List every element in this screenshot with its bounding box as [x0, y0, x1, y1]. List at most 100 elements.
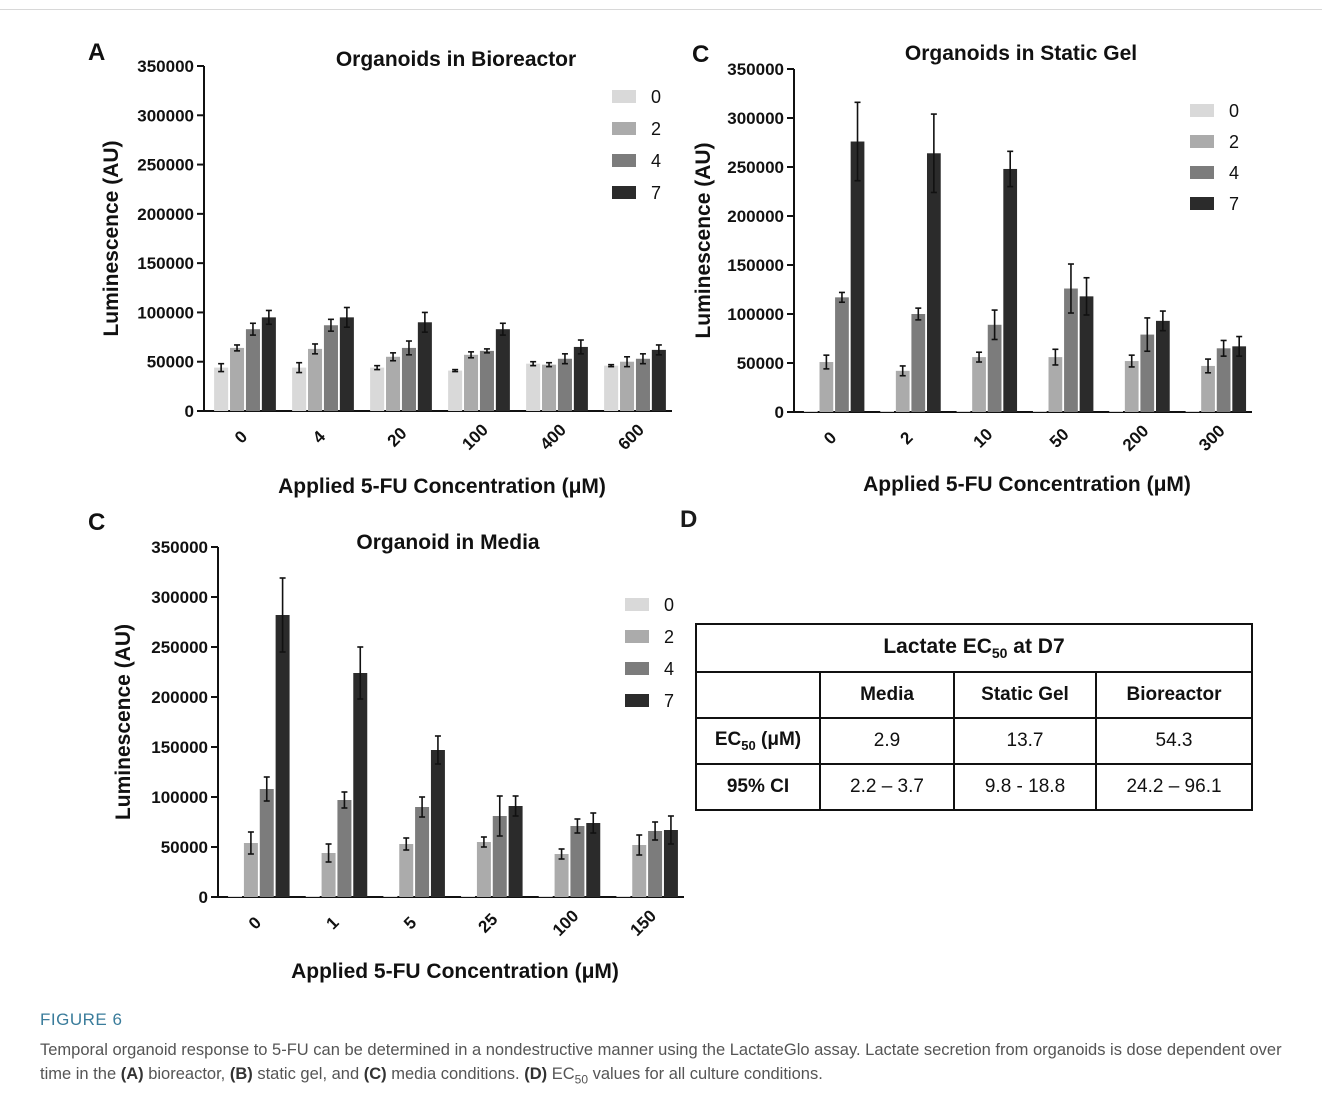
- legend-label: 0: [664, 595, 674, 615]
- x-tick-label: 100: [458, 420, 491, 453]
- bar: [245, 329, 260, 411]
- x-tick-label: 400: [536, 420, 569, 453]
- legend-label: 4: [664, 659, 674, 679]
- bar: [1079, 296, 1094, 412]
- panel-label: C: [88, 509, 105, 536]
- chart-panel-bioreactor: A Organoids in Bioreactor 0 50000 100000 1500…: [0, 0, 680, 510]
- caption-ref-a: (A): [120, 1065, 144, 1083]
- ec50-table: Lactate EC50 at D7 Media Static Gel Bior…: [695, 623, 1253, 811]
- bar: [230, 347, 245, 411]
- y-tick-label: 250000: [151, 638, 208, 657]
- y-tick-label: 100000: [151, 788, 208, 807]
- bar: [259, 789, 274, 897]
- y-tick-label: 0: [185, 402, 194, 421]
- bar: [1140, 334, 1155, 412]
- ec50-table-wrap: Lactate EC50 at D7 Media Static Gel Bior…: [695, 623, 1253, 811]
- bar: [632, 845, 647, 897]
- caption-part: static gel, and: [252, 1065, 364, 1083]
- x-tick-label: 50: [1046, 425, 1073, 452]
- bar: [1003, 168, 1018, 412]
- legend-label: 2: [664, 627, 674, 647]
- bar: [292, 367, 307, 411]
- bar: [399, 844, 414, 897]
- x-tick-label: 1: [323, 913, 343, 933]
- bar: [492, 816, 507, 897]
- y-axis-label: Luminescence (AU): [100, 140, 123, 336]
- table-corner-cell: [695, 671, 821, 719]
- bar: [1216, 348, 1231, 412]
- bar: [1064, 288, 1078, 412]
- y-tick-label: 50000: [147, 353, 194, 372]
- caption-text: Temporal organoid response to 5-FU can b…: [40, 1038, 1290, 1091]
- legend-label: 2: [1229, 132, 1239, 152]
- legend-swatch: [625, 598, 649, 611]
- top-divider: [0, 9, 1322, 10]
- table-title: Lactate EC50 at D7: [695, 623, 1253, 673]
- cell-ci-media: 2.2 – 3.7: [819, 763, 955, 811]
- panel-label: C: [692, 41, 709, 68]
- legend-swatch: [1190, 166, 1214, 179]
- panel-label: A: [88, 39, 105, 66]
- y-tick-label: 350000: [727, 60, 784, 79]
- x-tick-label: 150: [627, 906, 660, 939]
- legend-label: 0: [1229, 101, 1239, 121]
- x-tick-label: 200: [1119, 421, 1152, 454]
- x-tick-label: 5: [400, 913, 420, 933]
- bar: [835, 297, 849, 412]
- legend-label: 4: [1229, 163, 1239, 183]
- table-title-sub: 50: [991, 645, 1008, 662]
- y-axis-label: Luminescence (AU): [112, 624, 135, 820]
- bar: [880, 411, 895, 412]
- bar: [926, 153, 941, 412]
- y-tick-label: 150000: [727, 256, 784, 275]
- x-axis-label: Applied 5-FU Concentration (μM): [291, 960, 619, 983]
- bar: [620, 361, 635, 411]
- legend-swatch: [612, 90, 636, 103]
- chart-panel-static-gel: C Organoids in Static Gel 0 50000 100000 1500…: [680, 0, 1322, 510]
- bar: [461, 896, 476, 897]
- y-tick-label: 0: [199, 888, 208, 907]
- cell-ec50-media: 2.9: [819, 717, 955, 765]
- chart-title: Organoid in Media: [356, 531, 539, 554]
- bar: [987, 324, 1002, 412]
- caption-part: EC: [547, 1065, 575, 1083]
- legend-label: 2: [651, 119, 661, 139]
- y-tick-label: 150000: [151, 738, 208, 757]
- bar: [895, 370, 910, 412]
- bar: [337, 800, 352, 897]
- bar: [651, 349, 666, 411]
- bar: [339, 317, 354, 411]
- y-tick-label: 300000: [137, 106, 194, 125]
- table-title-text: Lactate EC: [883, 634, 992, 658]
- x-tick-label: 20: [384, 424, 411, 451]
- bar: [321, 853, 336, 897]
- bar: [526, 363, 541, 411]
- y-tick-label: 100000: [727, 305, 784, 324]
- bar: [495, 329, 510, 411]
- bar: [972, 357, 986, 412]
- bar: [464, 354, 479, 411]
- chart-panel-media: C Organoid in Media 0 50000 100000 150000 2000…: [0, 500, 700, 1000]
- y-tick-label: 50000: [737, 354, 784, 373]
- col-header-media: Media: [819, 671, 955, 719]
- bar: [956, 411, 971, 412]
- bar: [417, 322, 432, 411]
- y-tick-label: 250000: [727, 158, 784, 177]
- caption-part: Temporal organoid response to 5-FU can b…: [40, 1041, 1282, 1083]
- media-chart: C Organoid in Media 0 50000 100000 150000 2000…: [88, 509, 684, 983]
- bar: [542, 364, 557, 411]
- legend-label: 7: [664, 691, 674, 711]
- x-axis-label: Applied 5-FU Concentration (μM): [863, 473, 1191, 496]
- legend-label: 7: [651, 183, 661, 203]
- caption-ref-d: (D): [524, 1065, 548, 1083]
- bar: [1155, 320, 1170, 412]
- y-tick-label: 0: [775, 403, 784, 422]
- bar: [616, 896, 631, 897]
- chart-title: Organoids in Bioreactor: [336, 48, 576, 71]
- caption-part: bioreactor,: [143, 1065, 230, 1083]
- y-tick-label: 250000: [137, 156, 194, 175]
- y-axis-label: Luminescence (AU): [692, 142, 715, 338]
- table-row: EC50 (μM) 2.9 13.7 54.3: [695, 717, 1253, 765]
- bioreactor-chart: A Organoids in Bioreactor 0 50000 100000 1500…: [88, 39, 672, 498]
- bar: [911, 314, 926, 412]
